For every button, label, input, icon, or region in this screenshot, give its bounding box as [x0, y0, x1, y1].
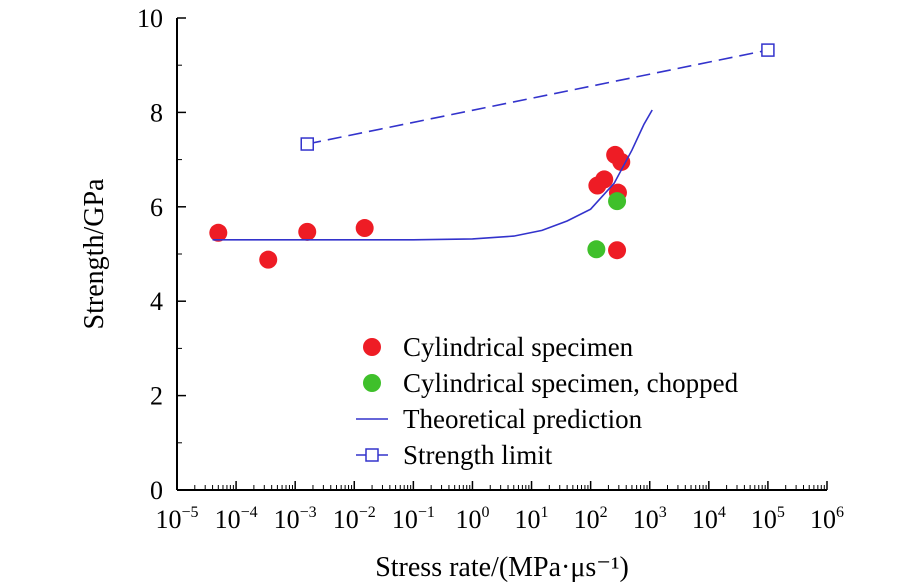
x-tick-label: 10−4: [215, 504, 258, 534]
x-tick-label: 102: [574, 504, 608, 534]
legend-label: Strength limit: [403, 440, 553, 470]
legend: Cylindrical specimen Cylindrical specimen…: [356, 332, 739, 470]
x-tick-label: 101: [515, 504, 549, 534]
legend-marker: [365, 448, 379, 462]
legend-marker: [363, 338, 381, 356]
legend-label: Cylindrical specimen, chopped: [403, 368, 739, 398]
legend-item: Strength limit: [356, 440, 553, 470]
series-theoretical-prediction: [212, 109, 653, 241]
data-point: [259, 250, 278, 269]
data-point: [300, 137, 314, 151]
x-tick-label: 10−2: [333, 504, 376, 534]
data-point: [298, 222, 317, 241]
series-cylindrical-specimen-chopped: [587, 192, 627, 259]
data-point: [608, 192, 627, 211]
y-tick-label: 6: [150, 193, 163, 222]
x-axis-title: Stress rate/(MPa·μs⁻¹): [375, 552, 629, 583]
x-tick-label: 10−3: [274, 504, 317, 534]
y-tick-label: 8: [150, 98, 163, 127]
legend-label: Theoretical prediction: [403, 404, 643, 434]
series-line: [212, 109, 653, 241]
y-tick-label: 10: [137, 4, 163, 33]
data-point: [612, 152, 631, 171]
x-tick-label: 105: [751, 504, 785, 534]
x-tick-label: 100: [455, 504, 489, 534]
series-cylindrical-specimen: [209, 145, 631, 269]
series-line: [307, 49, 769, 145]
x-ticks: 10−5 10−4 10−3 10−2 10−1 100 101 102 103 104 105 10…: [155, 481, 844, 534]
y-ticks: 0 2 4 6 8 10: [137, 4, 186, 505]
x-tick-label: 104: [692, 504, 726, 534]
data-point: [209, 223, 228, 242]
y-axis-title: Strength/GPa: [79, 178, 110, 329]
series-strength-limit: [300, 43, 775, 151]
legend-item: Theoretical prediction: [356, 404, 643, 434]
legend-item: Cylindrical specimen: [363, 332, 634, 362]
y-tick-label: 2: [150, 382, 163, 411]
data-point: [355, 219, 374, 238]
data-point: [761, 43, 775, 57]
x-tick-label: 106: [810, 504, 844, 534]
x-tick-label: 103: [633, 504, 667, 534]
y-tick-label: 4: [150, 287, 163, 316]
data-point: [595, 170, 614, 189]
y-tick-label: 0: [150, 476, 163, 505]
x-tick-label: 10−5: [155, 504, 198, 534]
series-layer: [209, 43, 775, 269]
legend-item: Cylindrical specimen, chopped: [363, 368, 739, 398]
x-tick-label: 10−1: [392, 504, 435, 534]
data-point: [587, 240, 606, 259]
legend-label: Cylindrical specimen: [403, 332, 634, 362]
data-point: [608, 241, 627, 260]
legend-marker: [363, 374, 381, 392]
